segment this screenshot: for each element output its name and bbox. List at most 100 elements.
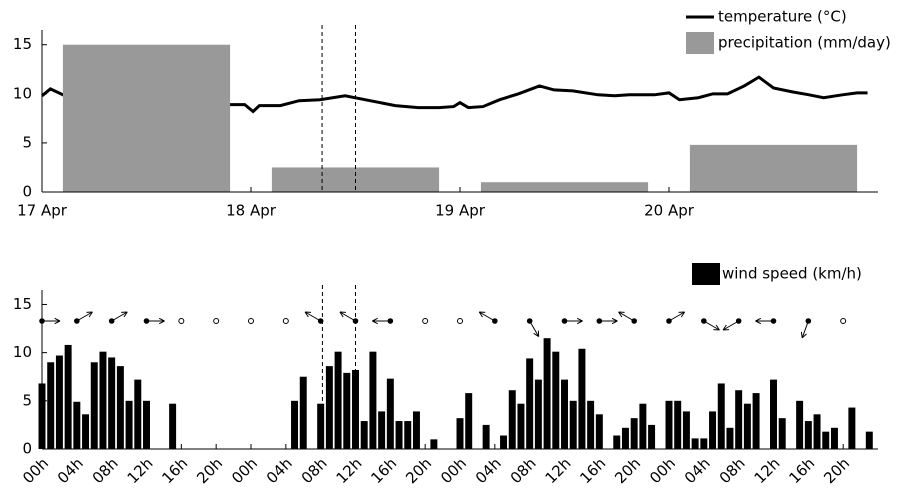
- wind-arrow: [561, 317, 583, 325]
- wind-bar: [334, 351, 342, 449]
- y-tick-label: 5: [22, 133, 32, 151]
- wind-bar: [865, 431, 873, 449]
- wind-bar: [578, 348, 586, 449]
- wind-bar: [386, 378, 394, 449]
- wind-bar: [395, 421, 403, 449]
- wind-bar: [134, 379, 142, 449]
- wind-bar: [691, 438, 699, 449]
- x-tick-label: 20h: [611, 454, 644, 487]
- wind-bar: [709, 411, 717, 449]
- arrow-part: [74, 318, 80, 324]
- wind-bar: [682, 411, 690, 449]
- y-tick-label: 5: [22, 391, 32, 409]
- wind-bar: [726, 427, 734, 449]
- arrow-part: [304, 311, 321, 322]
- wind-arrow: [596, 317, 618, 325]
- wind-bar: [82, 414, 90, 449]
- x-tick-label: 12h: [333, 454, 366, 487]
- wind-bar: [770, 379, 777, 449]
- arrow-part: [703, 320, 720, 331]
- wind-bar: [456, 418, 464, 449]
- wind-bar: [73, 401, 81, 449]
- wind-bar: [99, 351, 107, 449]
- wind-arrow: [526, 318, 540, 338]
- wind-bar: [674, 400, 682, 449]
- wind-bar: [743, 403, 751, 449]
- wind-bar: [108, 357, 116, 449]
- wind-bar: [552, 351, 560, 449]
- arrow-part: [722, 324, 730, 331]
- legend-label: precipitation (mm/day): [718, 34, 891, 52]
- x-tick-label: 12h: [124, 454, 157, 487]
- wind-bar: [143, 400, 150, 449]
- x-tick-label: 18 Apr: [226, 202, 277, 220]
- x-tick-label: 20h: [193, 454, 226, 487]
- wind-bar: [64, 344, 72, 449]
- y-tick-label: 10: [13, 343, 32, 361]
- wind-bar: [534, 379, 542, 449]
- x-tick-label: 12h: [542, 454, 575, 487]
- wind-bar: [517, 403, 525, 449]
- wind-bar: [630, 418, 638, 449]
- wind-arrow: [143, 317, 165, 325]
- calm-marker: [178, 318, 185, 324]
- x-tick-label: 20h: [820, 454, 853, 487]
- wind-arrow: [618, 311, 637, 324]
- arrow-part: [86, 311, 93, 318]
- wind-bar: [613, 435, 621, 449]
- calm-marker: [248, 318, 254, 324]
- wind-bar: [378, 411, 386, 449]
- wind-bar: [717, 383, 725, 449]
- arrow-part: [108, 318, 115, 324]
- wind-bar: [639, 403, 647, 449]
- x-tick-label: 04h: [472, 454, 505, 487]
- wind-bar: [404, 421, 412, 449]
- wind-bar: [830, 427, 838, 449]
- wind-bar: [299, 376, 307, 449]
- wind-bar: [169, 403, 177, 449]
- arrow-part: [387, 318, 394, 324]
- arrow-part: [478, 311, 486, 318]
- wind-bar: [665, 400, 673, 449]
- wind-bar: [700, 438, 708, 449]
- arrow-part: [492, 318, 498, 324]
- wind-bar: [55, 355, 63, 449]
- arrow-part: [372, 317, 378, 325]
- wind-bar: [778, 418, 786, 449]
- legend-label: wind speed (km/h): [722, 265, 862, 283]
- precip-bar: [480, 182, 649, 192]
- wind-bar: [543, 338, 551, 449]
- arrow-part: [121, 311, 128, 318]
- arrow-part: [111, 311, 128, 322]
- x-tick-label: 16h: [785, 454, 818, 487]
- wind-bar: [317, 403, 325, 449]
- wind-bar: [508, 390, 516, 449]
- x-tick-label: 20h: [402, 454, 435, 487]
- wind-arrow: [755, 317, 777, 325]
- arrow-part: [478, 311, 496, 322]
- wind-bar: [752, 393, 760, 449]
- wind-arrow: [800, 318, 812, 339]
- wind-bar: [813, 414, 821, 449]
- wind-bar: [482, 424, 490, 449]
- x-tick-label: 08h: [716, 454, 749, 487]
- wind-bar: [465, 393, 473, 449]
- wind-bar: [796, 400, 804, 449]
- wind-arrow: [666, 311, 686, 324]
- calm-marker: [457, 318, 463, 324]
- x-tick-label: 00h: [19, 454, 52, 487]
- wind-bar: [325, 366, 333, 449]
- legend-label: temperature (°C): [718, 8, 847, 26]
- wind-bar: [822, 431, 830, 449]
- y-tick-label: 10: [13, 84, 32, 102]
- x-tick-label: 19 Apr: [435, 202, 486, 220]
- wind-bar: [526, 358, 534, 449]
- x-tick-label: 08h: [89, 454, 122, 487]
- wind-arrow: [108, 311, 128, 324]
- wind-bar: [360, 421, 368, 449]
- x-tick-label: 16h: [367, 454, 400, 487]
- wind-bar: [621, 427, 629, 449]
- wind-bar: [369, 351, 377, 449]
- arrow-part: [339, 311, 356, 322]
- wind-bar: [125, 400, 133, 449]
